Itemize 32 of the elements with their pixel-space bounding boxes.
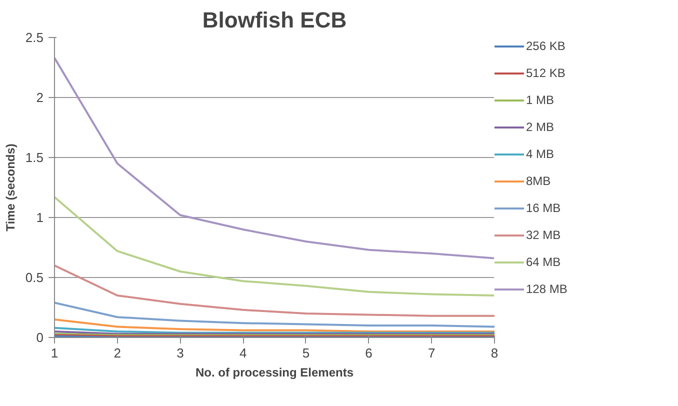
legend-label: 256 KB [526, 38, 566, 55]
x-tick-label: 6 [365, 346, 372, 360]
x-tick-label: 3 [176, 346, 184, 360]
line-series [54, 318, 494, 332]
x-tick-label: 7 [428, 346, 436, 360]
legend-label: 8MB [526, 173, 552, 190]
legend-label: 512 KB [526, 65, 566, 82]
y-tick-label: 1.5 [25, 150, 44, 165]
legend-label: 1 MB [526, 92, 556, 109]
x-tick-label: 4 [239, 346, 247, 360]
x-axis-title: No. of processing Elements [195, 366, 354, 380]
y-tick-label: 2 [36, 90, 44, 105]
line-series [54, 264, 494, 317]
line-series [54, 196, 494, 296]
legend-label: 4 MB [526, 146, 556, 163]
legend-label: 32 MB [526, 227, 562, 244]
legend-label: 16 MB [526, 200, 562, 217]
chart-title: Blowfish ECB [202, 8, 347, 32]
x-tick-label: 5 [302, 346, 310, 360]
y-tick-label: 0 [36, 330, 44, 345]
line-series [54, 302, 494, 328]
x-tick-label: 8 [490, 346, 498, 360]
x-tick-label: 1 [50, 346, 58, 360]
y-tick-label: 2.5 [25, 30, 44, 45]
legend-label: 128 MB [526, 281, 568, 298]
y-tick-label: 0.5 [25, 270, 44, 285]
legend-label: 64 MB [526, 254, 562, 271]
x-tick-label: 2 [114, 346, 121, 360]
line-series [54, 56, 494, 260]
legend-label: 2 MB [526, 119, 556, 136]
y-tick-label: 1 [36, 210, 44, 225]
y-axis-title: Time (seconds) [3, 144, 18, 232]
